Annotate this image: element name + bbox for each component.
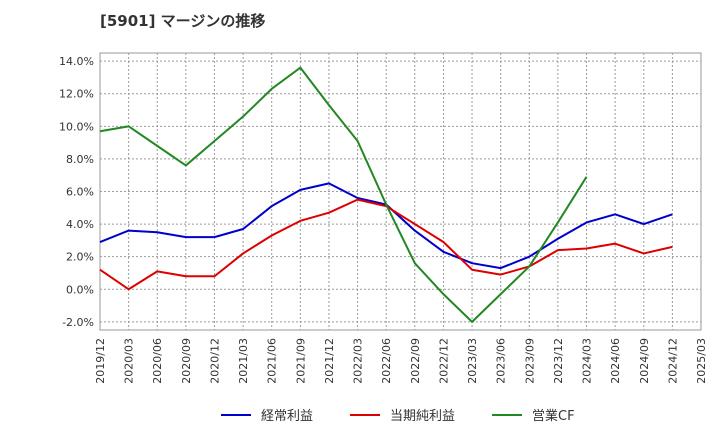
x-tick-label: 2022/06 [380,338,393,384]
x-tick-label: 2021/06 [266,338,279,384]
x-tick-label: 2021/09 [294,338,307,384]
x-tick-label: 2024/09 [638,338,651,384]
y-tick-label: 8.0% [66,153,94,166]
y-tick-label: 4.0% [66,218,94,231]
plot-frame [99,52,702,331]
legend: 経常利益 当期純利益 営業CF [221,408,575,424]
x-tick-label: 2025/03 [695,338,708,384]
grid-lines [99,53,702,330]
x-tick-label: 2021/03 [237,338,250,384]
x-tick-label: 2024/12 [666,338,679,384]
x-tick-label: 2020/06 [151,338,164,384]
x-tick-label: 2023/03 [466,338,479,384]
legend-label-2: 当期純利益 [390,409,455,424]
x-tick-label: 2024/06 [609,338,622,384]
y-tick-label: 14.0% [59,55,94,68]
y-axis-ticks: 14.0% 12.0% 10.0% 8.0% 6.0% 4.0% 2.0% 0.0% -2.0% [59,55,94,329]
y-tick-label: 10.0% [59,120,94,133]
legend-label-1: 経常利益 [261,409,313,424]
y-tick-label: 2.0% [66,251,94,264]
y-tick-label: 0.0% [66,283,94,296]
chart-title: [5901] マージンの推移 [100,12,266,30]
x-tick-label: 2022/12 [437,338,450,384]
x-tick-label: 2021/12 [323,338,336,384]
x-tick-label: 2020/12 [208,338,221,384]
x-tick-label: 2022/09 [409,338,422,384]
y-tick-label: 6.0% [66,186,94,199]
x-axis-ticks: 2019/12 2020/03 2020/06 2020/09 2020/12 2021/… [94,338,708,384]
y-tick-label: -2.0% [62,316,94,329]
x-tick-label: 2020/03 [123,338,136,384]
series-line-3 [99,66,588,323]
x-tick-label: 2019/12 [94,338,107,384]
x-tick-label: 2024/03 [581,338,594,384]
x-tick-label: 2023/06 [495,338,508,384]
x-tick-label: 2023/12 [552,338,565,384]
x-tick-label: 2023/09 [523,338,536,384]
x-tick-label: 2022/03 [352,338,365,384]
y-tick-label: 12.0% [59,88,94,101]
x-tick-label: 2020/09 [180,338,193,384]
series-lines [99,66,673,323]
legend-label-3: 営業CF [532,408,575,424]
